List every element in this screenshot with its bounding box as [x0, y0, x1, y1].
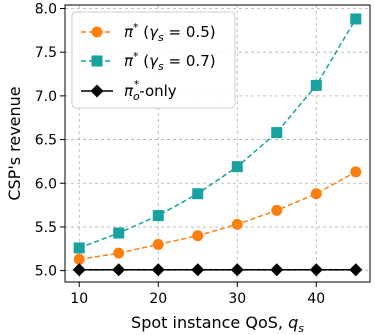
y-tick-label: 6.5: [35, 133, 57, 149]
data-point: [192, 188, 203, 199]
data-point: [232, 219, 243, 230]
data-point: [113, 248, 124, 259]
x-axis-label-symbol: q: [288, 313, 298, 332]
x-axis-label: Spot instance QoS, qs: [131, 313, 304, 335]
y-tick-label: 7.0: [35, 89, 57, 105]
y-axis-label: CSP's revenue: [5, 86, 24, 200]
data-point: [153, 210, 164, 221]
data-point: [74, 242, 85, 253]
data-point: [311, 80, 322, 91]
data-point: [271, 127, 282, 138]
x-tick-label: 40: [307, 291, 325, 307]
legend-marker-square: [92, 56, 103, 67]
legend-paren: (: [139, 52, 150, 70]
data-point: [192, 230, 203, 241]
x-tick-label: 30: [228, 291, 246, 307]
data-point: [311, 188, 322, 199]
data-point: [350, 166, 361, 177]
x-tick-label: 10: [70, 291, 88, 307]
x-tick-label: 20: [149, 291, 167, 307]
legend-eq: = 0.5): [164, 23, 216, 41]
legend-paren: (: [139, 23, 150, 41]
y-tick-label: 5.5: [35, 220, 57, 236]
legend-eq: = 0.7): [164, 52, 216, 70]
y-tick-label: 7.5: [35, 45, 57, 61]
y-tick-label: 6.0: [35, 176, 57, 192]
data-point: [350, 13, 361, 24]
data-point: [113, 228, 124, 239]
x-axis-label-subscript: s: [298, 322, 304, 335]
data-point: [153, 239, 164, 250]
data-point: [74, 254, 85, 265]
legend-label-series-1: π* (γs = 0.5): [124, 21, 216, 44]
data-point: [271, 205, 282, 216]
legend-suffix: -only: [139, 82, 177, 100]
x-axis-label-text: Spot instance QoS,: [131, 313, 288, 332]
legend-label-series-3: πo*-only: [124, 78, 177, 103]
y-tick-label: 5.0: [35, 264, 57, 280]
legend-marker-circle: [92, 27, 103, 38]
legend-label-series-2: π* (γs = 0.7): [124, 50, 216, 73]
data-point: [232, 161, 243, 172]
y-tick-label: 8.0: [35, 1, 57, 17]
legend: π* (γs = 0.5) π* (γs = 0.7) πo*-only: [72, 12, 235, 108]
